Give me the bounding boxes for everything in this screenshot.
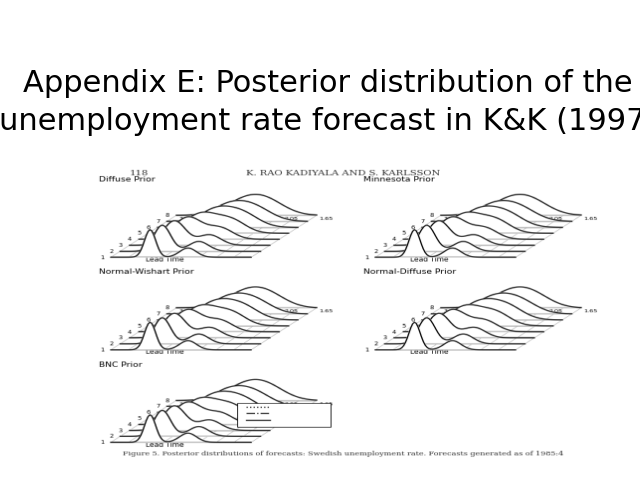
Text: Appendix E: Posterior distribution of the
unemployment rate forecast in K&K (199: Appendix E: Posterior distribution of th… [0, 69, 640, 136]
Text: 71: 71 [547, 406, 561, 416]
